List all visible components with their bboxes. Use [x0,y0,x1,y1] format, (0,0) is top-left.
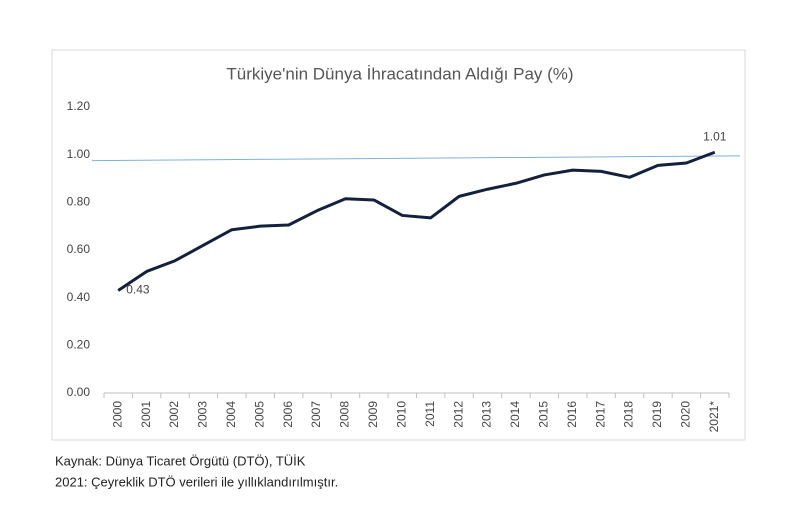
x-tick-label: 2013 [480,401,494,428]
y-tick-label: 1.00 [67,147,91,161]
x-tick-label: 2016 [565,401,579,428]
reference-line [91,155,741,162]
y-tick-label: 0.60 [67,242,91,256]
data-label: 0.43 [126,283,150,297]
y-tick-label: 0.80 [67,195,91,209]
x-tick-label: 2015 [537,401,551,428]
x-tick-label: 2020 [679,401,693,428]
y-tick-label: 1.20 [67,99,91,113]
x-tick-label: 2004 [224,401,238,428]
chart-title: Türkiye'nin Dünya İhracatından Aldığı Pa… [226,64,573,83]
x-tick-label: 2005 [252,401,266,428]
data-line [117,150,716,292]
x-tick-label: 2011 [423,401,437,427]
x-tick-label: 2009 [366,401,380,428]
x-tick-label: 2002 [167,401,181,428]
y-tick-label: 0.20 [67,338,91,352]
data-label: 1.01 [703,129,727,143]
x-tick-label: 2000 [110,401,124,428]
chart-border [51,49,746,441]
y-tick-label: 0.00 [67,385,91,399]
x-tick-label: 2006 [281,401,295,428]
y-tick-label: 0.40 [67,290,91,304]
x-tick-label: 2017 [593,401,607,428]
x-tick-label: 2014 [508,401,522,428]
x-tick-label: 2003 [196,401,210,428]
x-tick-label: 2018 [622,401,636,428]
x-tick-label: 2012 [451,401,465,428]
x-tick-label: 2008 [338,401,352,428]
source-note: Kaynak: Dünya Ticaret Örgütü (DTÖ), TÜİK [55,453,306,468]
footnote: 2021: Çeyreklik DTÖ verileri ile yıllıkl… [55,474,338,489]
x-tick-label: 2001 [139,401,153,428]
x-tick-label: 2019 [650,401,664,428]
x-tick-label: 2007 [309,401,323,428]
x-tick-label: 2010 [394,401,408,428]
x-tick-label: 2021* [707,401,721,433]
